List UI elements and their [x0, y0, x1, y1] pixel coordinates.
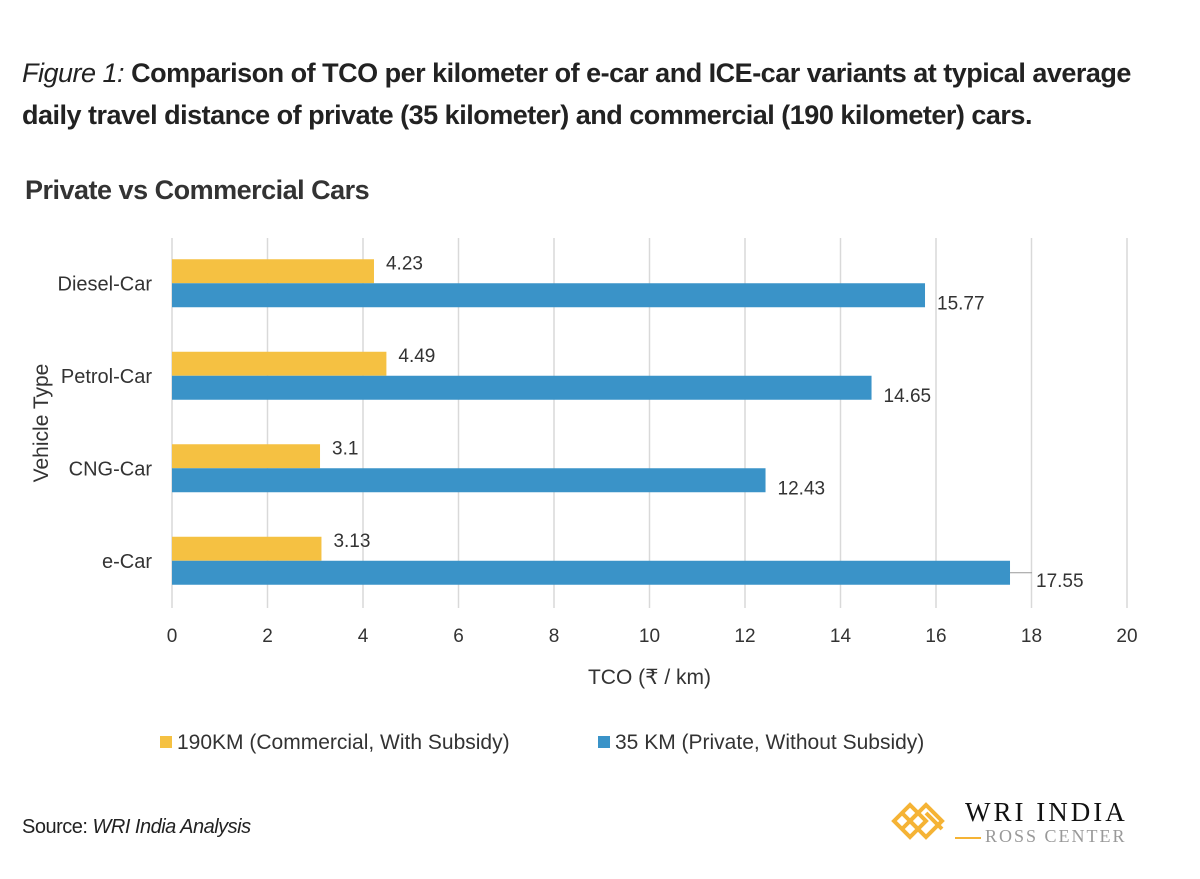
- x-tick-label: 12: [734, 626, 755, 647]
- wri-logo-icon: [891, 802, 945, 840]
- bar-private: [172, 375, 872, 400]
- figure-caption: Figure 1: Comparison of TCO per kilomete…: [22, 52, 1182, 136]
- y-tick-label: Diesel-Car: [58, 273, 153, 295]
- legend-swatch: [160, 736, 172, 748]
- bar-private: [172, 560, 1011, 585]
- figure-label: Figure 1:: [22, 58, 125, 88]
- x-tick-label: 14: [830, 626, 852, 647]
- chart-title: Private vs Commercial Cars: [25, 175, 370, 205]
- source-label: Source:: [22, 816, 88, 838]
- logo-rule: [955, 837, 981, 839]
- bar-commercial: [172, 351, 387, 376]
- data-label: 12.43: [778, 478, 826, 499]
- x-tick-label: 10: [639, 626, 660, 647]
- x-tick-label: 4: [358, 626, 369, 647]
- x-tick-label: 18: [1021, 626, 1042, 647]
- bar-commercial: [172, 536, 322, 561]
- y-axis-label: Vehicle Type: [30, 364, 53, 483]
- x-tick-label: 8: [549, 626, 560, 647]
- x-tick-label: 0: [167, 626, 178, 647]
- data-label: 17.55: [1036, 571, 1084, 592]
- legend-swatch: [598, 736, 610, 748]
- bar-private: [172, 468, 766, 493]
- data-label: 3.13: [333, 531, 370, 552]
- bar-commercial: [172, 259, 374, 284]
- data-label: 4.23: [386, 253, 423, 274]
- data-label: 3.1: [332, 438, 358, 459]
- bar-commercial: [172, 444, 321, 469]
- source-note: Source: WRI India Analysis: [22, 816, 251, 839]
- y-tick-label: CNG-Car: [69, 458, 153, 480]
- data-label: 4.49: [398, 346, 435, 367]
- x-tick-label: 6: [453, 626, 464, 647]
- legend-label: 190KM (Commercial, With Subsidy): [177, 731, 510, 754]
- data-label: 15.77: [937, 293, 985, 314]
- source-text: WRI India Analysis: [92, 816, 252, 838]
- x-axis-label: TCO (₹ / km): [588, 666, 711, 689]
- logo-line1: WRI INDIA: [965, 797, 1128, 827]
- x-tick-label: 16: [925, 626, 946, 647]
- bar-private: [172, 283, 926, 308]
- caption-text: Comparison of TCO per kilometer of e-car…: [22, 58, 1131, 130]
- y-tick-label: Petrol-Car: [61, 366, 152, 388]
- y-tick-label: e-Car: [102, 551, 152, 573]
- logo-line2: ROSS CENTER: [985, 826, 1127, 846]
- data-label: 14.65: [884, 386, 932, 407]
- x-tick-label: 20: [1116, 626, 1137, 647]
- legend-label: 35 KM (Private, Without Subsidy): [615, 731, 924, 754]
- x-tick-label: 2: [262, 626, 273, 647]
